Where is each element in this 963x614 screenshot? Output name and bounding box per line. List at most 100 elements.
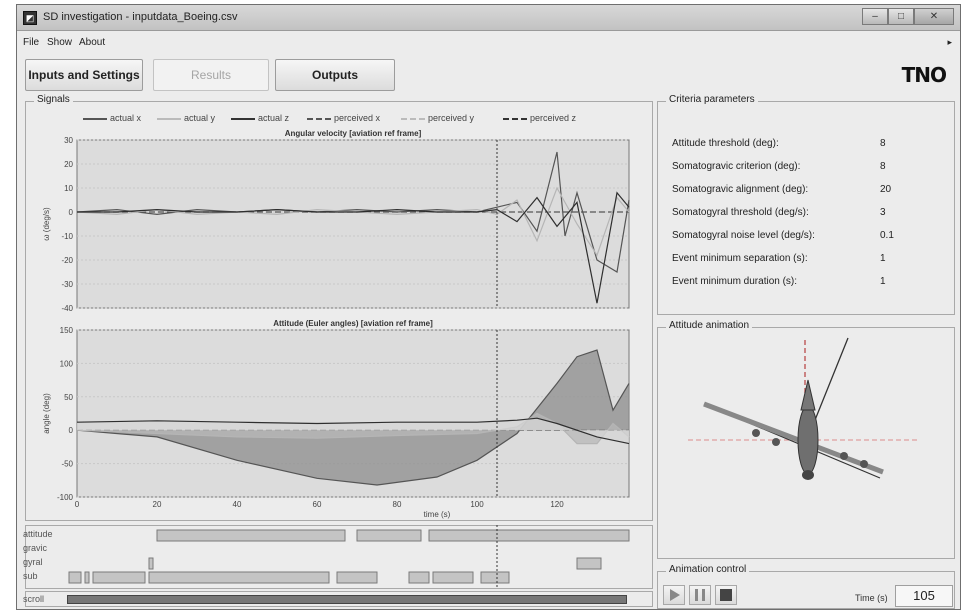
aircraft-engine-icon <box>752 429 760 437</box>
event-bar-attitude <box>356 529 422 542</box>
legend-actual-z: actual z <box>231 113 289 123</box>
y-tick-label: -20 <box>61 256 73 265</box>
scroll-label: scroll <box>23 594 45 604</box>
criteria-label-somatogravic-criterion: Somatogravic criterion (deg): <box>672 161 801 172</box>
criteria-label-event-min-separation: Event minimum separation (s): <box>672 253 808 264</box>
menu-bar: File Show About ▸ <box>17 33 960 53</box>
legend-perceived-y: perceived y <box>401 113 474 123</box>
event-bar-sub <box>68 571 82 584</box>
timeline-label-gyral: gyral <box>23 557 43 567</box>
series-line-actual-z <box>77 191 630 304</box>
y-tick-label: -50 <box>61 460 73 469</box>
event-bar-gyral <box>148 557 154 570</box>
y-tick-label: 100 <box>60 359 74 368</box>
window-title: SD investigation - inputdata_Boeing.csv <box>43 11 238 23</box>
event-bar-sub <box>480 571 510 584</box>
y-tick-label: -30 <box>61 280 73 289</box>
x-axis-label: time (s) <box>424 510 451 519</box>
aircraft-engine-icon <box>772 438 780 446</box>
animation-control-panel: Animation control <box>657 564 955 609</box>
stop-button[interactable] <box>715 585 737 605</box>
plot-title: Attitude (Euler angles) [aviation ref fr… <box>273 319 433 328</box>
aircraft-vertical-axis-line <box>812 337 849 426</box>
criteria-value-event-min-duration: 1 <box>880 276 886 287</box>
criteria-value-somatogyral-threshold: 3 <box>880 207 886 218</box>
y-tick-label: 0 <box>69 426 74 435</box>
app-window: ◩ SD investigation - inputdata_Boeing.cs… <box>16 4 961 610</box>
criteria-value-event-min-separation: 1 <box>880 253 886 264</box>
results-tab[interactable]: Results <box>153 59 269 91</box>
y-tick-label: 30 <box>64 136 73 145</box>
criteria-value-somatogyral-noise: 0.1 <box>880 230 894 241</box>
signals-panel: Signals <box>25 94 653 521</box>
series-area-actual-x <box>77 350 629 485</box>
x-tick-label: 100 <box>470 500 484 509</box>
window-controls: – □ ✕ <box>862 8 954 26</box>
pause-icon <box>695 589 705 601</box>
attitude-animation-title: Attitude animation <box>666 320 753 331</box>
plot-title: Angular velocity [aviation ref frame] <box>285 129 422 138</box>
aircraft-engine-icon <box>840 452 848 460</box>
event-bar-sub <box>84 571 90 584</box>
y-tick-label: 20 <box>64 160 73 169</box>
aircraft-tail-icon <box>800 379 816 411</box>
timeline-label-sub: sub <box>23 571 38 581</box>
maximize-button[interactable]: □ <box>888 8 914 25</box>
y-tick-label: 150 <box>60 326 74 335</box>
minimize-button[interactable]: – <box>862 8 888 25</box>
event-bar-sub <box>408 571 430 584</box>
y-tick-label: 0 <box>69 208 74 217</box>
x-tick-label: 120 <box>550 500 564 509</box>
pause-button[interactable] <box>689 585 711 605</box>
attitude-animation-panel: Attitude animation <box>657 320 955 559</box>
app-icon: ◩ <box>23 11 37 25</box>
x-tick-label: 40 <box>233 500 242 509</box>
time-input[interactable]: 105 <box>895 585 953 607</box>
legend-perceived-x: perceived x <box>307 113 380 123</box>
x-tick-label: 80 <box>393 500 402 509</box>
menu-show[interactable]: Show <box>47 37 73 48</box>
criteria-label-attitude-threshold: Attitude threshold (deg): <box>672 138 779 149</box>
legend-actual-y: actual y <box>157 113 215 123</box>
series-line-actual-x <box>76 349 630 486</box>
scroll-panel <box>25 591 653 607</box>
attitude-plot: Attitude (Euler angles) [aviation ref fr… <box>42 319 630 519</box>
signals-title: Signals <box>34 94 73 105</box>
close-button[interactable]: ✕ <box>914 8 954 25</box>
y-tick-label: 50 <box>64 393 73 402</box>
timeline-panel <box>25 525 653 589</box>
y-tick-label: -10 <box>61 232 73 241</box>
menu-overflow-icon[interactable]: ▸ <box>947 37 952 47</box>
criteria-value-somatogravic-criterion: 8 <box>880 161 886 172</box>
inputs-settings-tab[interactable]: Inputs and Settings <box>25 59 143 91</box>
timeline-label-gravic: gravic <box>23 543 48 553</box>
criteria-label-somatogyral-noise: Somatogyral noise level (deg/s): <box>672 230 815 241</box>
criteria-label-somatogravic-alignment: Somatogravic alignment (deg): <box>672 184 809 195</box>
plot-area <box>76 139 630 309</box>
menu-about[interactable]: About <box>79 37 106 48</box>
legend-perceived-z: perceived z <box>503 113 576 123</box>
y-axis-label: ω (deg/s) <box>42 207 51 241</box>
menu-file[interactable]: File <box>23 37 40 48</box>
time-label: Time (s) <box>855 593 888 603</box>
criteria-panel: Criteria parameters Attitude threshold (… <box>657 94 955 315</box>
play-button[interactable] <box>663 585 685 605</box>
criteria-value-somatogravic-alignment: 20 <box>880 184 892 195</box>
outputs-tab[interactable]: Outputs <box>275 59 395 91</box>
event-bar-gyral <box>576 557 602 570</box>
y-axis-label: angle (deg) <box>42 393 51 434</box>
event-bar-sub <box>432 571 474 584</box>
title-bar: ◩ SD investigation - inputdata_Boeing.cs… <box>17 5 960 31</box>
x-tick-label: 60 <box>313 500 322 509</box>
scroll-bar[interactable] <box>67 595 627 604</box>
event-bar-attitude <box>428 529 630 542</box>
aircraft-engine-icon <box>860 460 868 468</box>
criteria-value-attitude-threshold: 8 <box>880 138 886 149</box>
event-timeline[interactable] <box>29 525 639 589</box>
y-tick-label: -100 <box>57 493 74 502</box>
criteria-label-event-min-duration: Event minimum duration (s): <box>672 276 798 287</box>
x-tick-label: 20 <box>153 500 162 509</box>
event-bar-sub <box>92 571 146 584</box>
aircraft-nose-icon <box>802 470 814 480</box>
animation-control-title: Animation control <box>666 564 750 575</box>
